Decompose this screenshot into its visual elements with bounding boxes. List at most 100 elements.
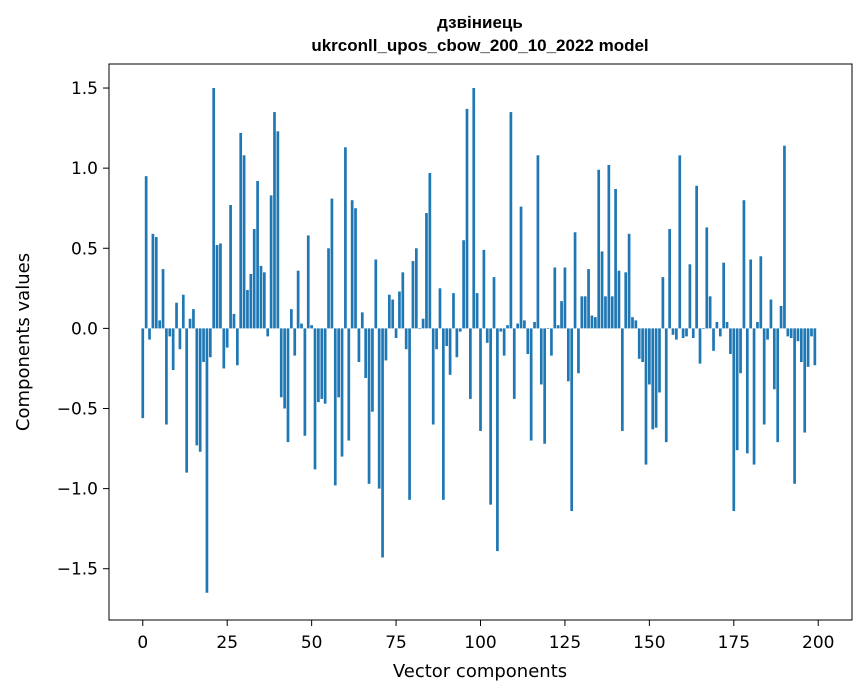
bar-component-87	[435, 328, 438, 350]
bar-component-36	[263, 272, 266, 329]
bar-component-134	[593, 317, 597, 329]
bar-component-51	[313, 328, 317, 470]
bar-component-21	[212, 88, 216, 329]
bar-component-15	[192, 309, 195, 329]
bar-component-83	[421, 318, 425, 329]
bar-component-30	[242, 155, 246, 329]
bar-component-92	[452, 293, 455, 329]
x-tick-label: 175	[718, 633, 750, 653]
bar-component-73	[387, 294, 391, 329]
bar-component-18	[202, 328, 205, 363]
bar-component-0	[141, 328, 145, 419]
bar-component-115	[529, 328, 533, 441]
bar-component-127	[570, 328, 574, 512]
bar-component-50	[310, 325, 313, 329]
bar-component-166	[702, 328, 705, 329]
bar-component-189	[779, 305, 783, 329]
bar-component-54	[323, 328, 327, 404]
bar-component-162	[688, 264, 692, 329]
bar-component-98	[472, 88, 476, 329]
bar-component-26	[229, 205, 232, 329]
bar-component-168	[708, 296, 712, 329]
bar-component-91	[448, 328, 452, 375]
bar-component-64	[357, 328, 361, 363]
bar-component-2	[148, 328, 151, 340]
bar-component-3	[151, 233, 155, 329]
bar-component-28	[235, 328, 239, 366]
bar-component-57	[333, 328, 337, 486]
bar-component-135	[597, 169, 601, 329]
x-tick-label: 125	[549, 633, 581, 653]
bar-component-128	[573, 232, 577, 329]
bar-component-99	[475, 293, 479, 329]
bar-component-86	[431, 328, 435, 425]
bar-component-187	[772, 328, 776, 390]
bar-component-19	[205, 328, 209, 593]
bar-component-121	[550, 328, 553, 356]
y-axis-ticks: −1.5 −1.0 −0.5 0.0 0.5 1.0 1.5	[57, 79, 109, 580]
bar-component-177	[739, 328, 742, 374]
bar-component-61	[347, 328, 351, 441]
bar-component-76	[398, 291, 401, 329]
bar-component-67	[367, 328, 371, 484]
bar-component-49	[306, 235, 310, 329]
bar-component-65	[360, 312, 364, 329]
bar-component-140	[614, 188, 617, 329]
bar-component-149	[644, 328, 648, 465]
bar-component-169	[712, 328, 715, 351]
bar-component-58	[337, 328, 340, 398]
bar-component-33	[252, 229, 256, 329]
bar-component-103	[489, 328, 492, 505]
bar-component-138	[607, 164, 611, 329]
x-axis-ticks: 0 25 50 75 100 125 150 175 200	[137, 620, 834, 653]
bar-component-180	[749, 259, 753, 329]
bar-component-167	[705, 227, 709, 329]
bar-component-174	[729, 328, 732, 355]
y-tick-label: −1.0	[57, 480, 98, 500]
bar-component-47	[300, 323, 303, 329]
bars-group	[141, 88, 817, 593]
bar-component-104	[492, 277, 496, 329]
bar-component-111	[516, 323, 519, 329]
bar-component-59	[340, 328, 344, 457]
bar-component-43	[286, 328, 290, 443]
bar-component-7	[165, 328, 168, 425]
bar-component-37	[266, 328, 270, 337]
bar-component-193	[793, 328, 796, 484]
bar-component-151	[651, 328, 655, 430]
bar-component-44	[290, 309, 293, 329]
bar-component-48	[303, 328, 307, 436]
bar-component-142	[620, 328, 624, 431]
bar-component-52	[317, 328, 320, 403]
bar-component-176	[735, 328, 739, 451]
bar-component-123	[556, 325, 560, 329]
bar-component-10	[175, 302, 178, 329]
bar-component-71	[381, 328, 384, 558]
bar-component-165	[698, 328, 702, 364]
bar-component-109	[509, 112, 513, 329]
bar-component-4	[154, 237, 158, 329]
bar-component-9	[171, 328, 175, 371]
bar-component-14	[188, 318, 192, 329]
bar-component-157	[671, 328, 675, 335]
bar-component-199	[813, 328, 817, 366]
bar-component-74	[391, 299, 395, 329]
bar-component-89	[442, 328, 445, 500]
bar-component-143	[624, 272, 628, 329]
bar-component-150	[648, 328, 651, 385]
bar-component-32	[249, 273, 253, 329]
bar-component-191	[786, 328, 790, 337]
bar-component-106	[499, 328, 503, 332]
bar-component-25	[225, 328, 229, 348]
bar-component-55	[327, 248, 330, 329]
bar-component-190	[783, 145, 786, 329]
bar-component-63	[354, 208, 357, 329]
bar-component-196	[803, 328, 807, 433]
bar-component-137	[604, 296, 607, 329]
bar-component-60	[344, 147, 347, 329]
bar-component-90	[445, 328, 449, 347]
bar-component-129	[577, 328, 580, 374]
bar-component-161	[685, 328, 688, 337]
bar-component-186	[769, 299, 773, 329]
bar-component-105	[496, 328, 499, 552]
